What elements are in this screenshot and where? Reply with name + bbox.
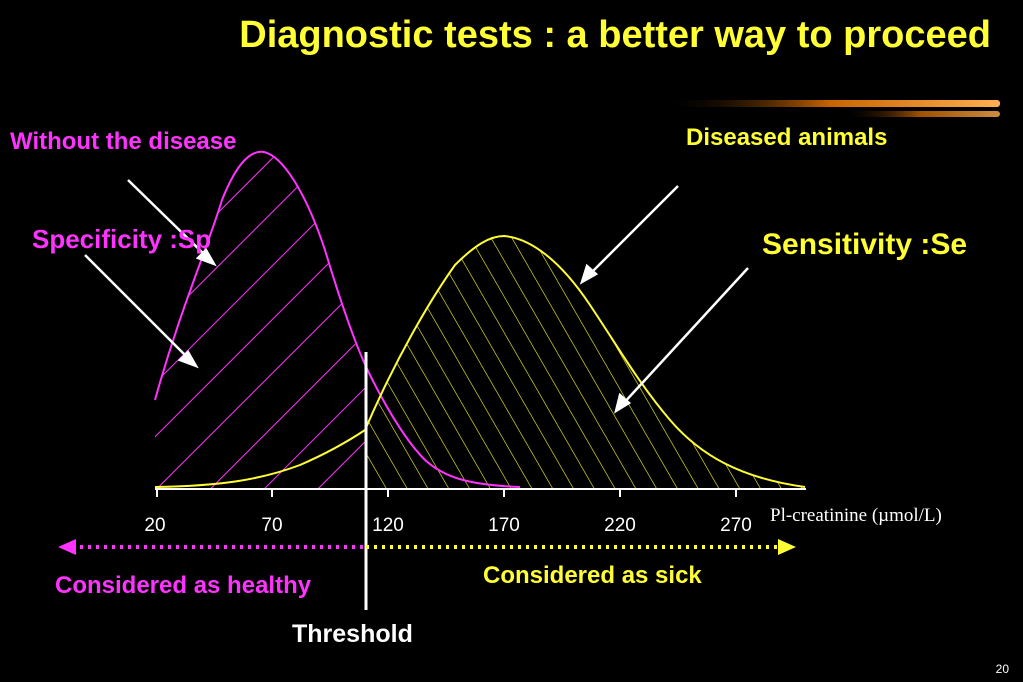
pointer-arrows <box>84 179 749 414</box>
diseased-distribution-curve <box>154 234 806 488</box>
label-specificity: Specificity :Sp <box>32 224 212 254</box>
x-axis-ticks <box>156 489 737 497</box>
label-considered-healthy: Considered as healthy <box>55 572 312 599</box>
sick-range-arrow <box>366 539 796 555</box>
x-tick-label: 70 <box>261 515 283 536</box>
x-tick-label: 20 <box>144 515 166 536</box>
label-considered-sick: Considered as sick <box>483 562 702 589</box>
label-sensitivity: Sensitivity :Se <box>762 228 968 261</box>
x-tick-label: 220 <box>604 515 636 536</box>
x-tick-label: 270 <box>720 515 752 536</box>
sensitivity-hatched-area <box>365 236 805 488</box>
x-axis-unit-label: Pl-creatinine (µmol/L) <box>770 505 942 526</box>
slide-title: Diagnostic tests : a better way to proce… <box>239 14 991 56</box>
healthy-distribution-curve <box>154 150 521 488</box>
x-tick-label: 120 <box>372 515 404 536</box>
label-without-disease: Without the disease <box>10 128 237 155</box>
x-tick-label: 170 <box>488 515 520 536</box>
title-underline-glow <box>660 100 1000 117</box>
label-diseased-animals: Diseased animals <box>686 124 888 151</box>
healthy-range-arrow <box>58 539 366 555</box>
label-threshold: Threshold <box>292 620 413 648</box>
specificity-hatched-area <box>155 151 365 488</box>
page-number: 20 <box>995 662 1009 676</box>
